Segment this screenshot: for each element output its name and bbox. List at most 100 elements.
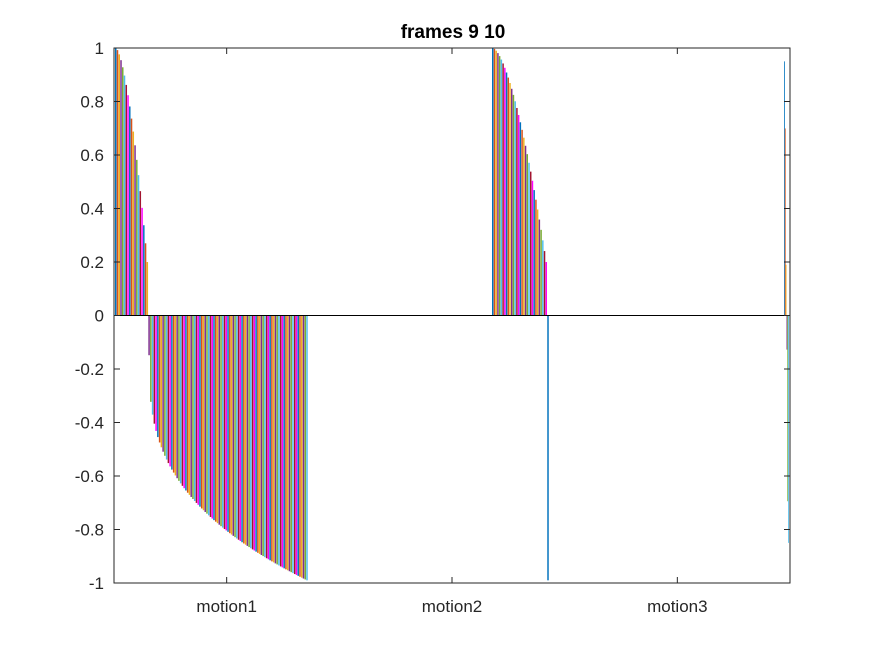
y-axis: -1 -0.8 -0.6 -0.4 -0.2 0 0.2 0.4 0.6 0.8 1 <box>75 39 790 593</box>
bar <box>181 315 184 486</box>
bar <box>188 315 191 495</box>
bar <box>222 315 224 528</box>
bar <box>500 59 503 316</box>
bar <box>519 122 522 316</box>
bar <box>250 315 252 549</box>
bar <box>125 84 128 316</box>
bar <box>257 315 259 553</box>
bar <box>540 229 542 316</box>
bar <box>236 315 238 539</box>
bar <box>495 50 497 316</box>
bar <box>139 191 142 316</box>
bar <box>512 94 515 316</box>
x-tick-label: motion1 <box>196 597 256 616</box>
bar <box>144 243 147 316</box>
bar <box>276 315 278 565</box>
bar <box>178 315 180 481</box>
bar <box>158 315 161 443</box>
bar <box>209 315 212 517</box>
bar <box>120 60 122 316</box>
bar <box>225 315 228 531</box>
bar <box>502 63 504 316</box>
y-tick-label: -0.8 <box>75 521 104 540</box>
bar <box>215 315 217 522</box>
y-tick-label: 0.4 <box>80 200 104 219</box>
bar <box>255 315 257 552</box>
bar <box>134 145 136 316</box>
bar <box>531 180 534 316</box>
bar <box>262 315 264 557</box>
x-tick-label: motion2 <box>422 597 482 616</box>
bar <box>200 315 203 509</box>
bar <box>160 315 163 448</box>
bar <box>229 315 231 534</box>
bar <box>132 131 135 316</box>
bar <box>286 315 289 571</box>
bar <box>183 315 185 489</box>
bar <box>243 315 245 544</box>
y-tick-label: -1 <box>89 574 104 593</box>
bar <box>523 137 525 316</box>
bar <box>157 315 159 438</box>
y-tick-label: 0.2 <box>80 253 104 272</box>
bar <box>530 171 532 316</box>
bar <box>190 315 192 497</box>
bar <box>279 315 282 567</box>
bar <box>278 315 280 566</box>
bar <box>547 315 549 581</box>
bar <box>505 72 508 316</box>
bar <box>784 128 786 316</box>
chart-title: frames 9 10 <box>401 22 506 43</box>
bar <box>283 315 285 569</box>
bar <box>216 315 219 524</box>
bar <box>141 207 143 316</box>
bar <box>535 199 537 316</box>
bar <box>165 315 168 460</box>
bar <box>213 315 215 521</box>
bar <box>514 101 516 316</box>
bar <box>536 209 539 316</box>
bar <box>265 315 268 559</box>
bar <box>269 315 271 561</box>
bar <box>137 175 140 316</box>
bar <box>517 114 520 316</box>
bar <box>507 77 510 316</box>
bar <box>545 262 548 316</box>
bar <box>218 315 221 525</box>
bar <box>785 264 787 316</box>
bar <box>244 315 247 545</box>
bar <box>241 315 243 543</box>
bar <box>274 315 277 564</box>
bar <box>237 315 240 540</box>
y-tick-label: 0.6 <box>80 146 104 165</box>
bar <box>136 159 138 316</box>
bar <box>304 315 306 580</box>
bar <box>302 315 305 579</box>
bar <box>787 315 789 502</box>
x-axis: motion1 motion2 motion3 <box>196 48 708 616</box>
bar <box>169 315 171 467</box>
bar <box>784 61 785 316</box>
y-tick-label: -0.2 <box>75 360 104 379</box>
bar <box>127 95 129 316</box>
bar <box>195 315 198 503</box>
bar <box>516 107 518 316</box>
bar <box>129 106 131 316</box>
bar <box>498 56 501 316</box>
bar <box>272 315 275 563</box>
bar <box>493 48 496 316</box>
bar <box>290 315 292 573</box>
bar <box>292 315 294 574</box>
bar <box>293 315 296 575</box>
bar <box>246 315 249 546</box>
bar <box>295 315 298 575</box>
bar <box>260 315 263 556</box>
bar <box>230 315 233 535</box>
bar <box>285 315 287 570</box>
bar <box>164 315 166 456</box>
bar <box>211 315 213 519</box>
bar <box>202 315 205 511</box>
bar <box>146 262 149 316</box>
